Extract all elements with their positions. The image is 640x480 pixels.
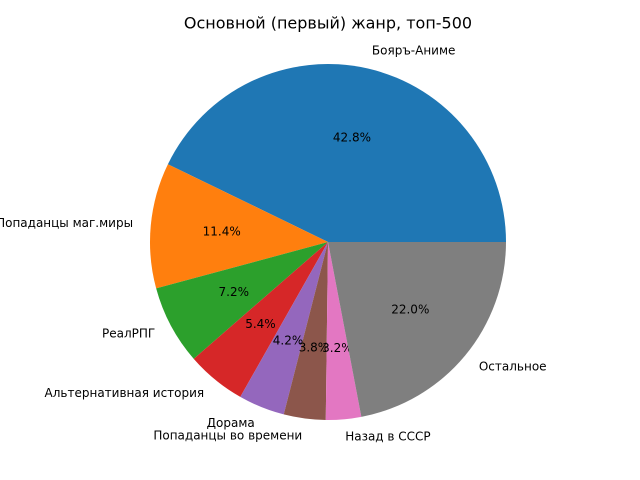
value-label: 42.8% bbox=[333, 130, 371, 144]
slice-label: Остальное bbox=[479, 359, 547, 373]
chart-title: Основной (первый) жанр, топ-500 bbox=[184, 14, 472, 33]
slice-label: Попаданцы во времени bbox=[153, 429, 302, 443]
pie-slice bbox=[193, 242, 328, 397]
pie-slice bbox=[156, 242, 328, 359]
slice-label: Дорама bbox=[207, 416, 255, 430]
value-label: 4.2% bbox=[273, 334, 304, 348]
pie-slice bbox=[283, 242, 328, 420]
slice-label: Бояръ-Аниме bbox=[372, 44, 456, 58]
pie-slice bbox=[149, 164, 328, 289]
value-label: 5.4% bbox=[245, 317, 276, 331]
slice-label: Попаданцы маг.миры bbox=[0, 216, 133, 230]
value-label: 22.0% bbox=[391, 303, 429, 317]
value-label: 7.2% bbox=[219, 285, 250, 299]
value-label: 3.2% bbox=[322, 341, 353, 355]
pie-slice bbox=[167, 64, 506, 242]
value-label: 11.4% bbox=[203, 224, 241, 238]
slice-label: Назад в СССР bbox=[345, 430, 430, 444]
slice-label: Альтернативная история bbox=[45, 386, 205, 400]
value-label: 3.8% bbox=[299, 340, 330, 354]
pie-slice bbox=[240, 242, 328, 415]
pie-slice bbox=[328, 242, 506, 417]
slice-label: РеалРПГ bbox=[102, 327, 155, 341]
pie-slice bbox=[325, 242, 362, 420]
